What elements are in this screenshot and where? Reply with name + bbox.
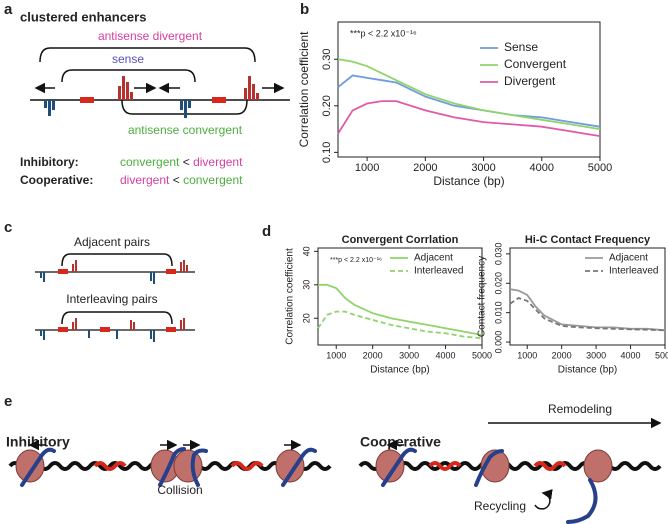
panel-label: e: [4, 393, 12, 410]
data-line: [509, 288, 666, 332]
x-tick-label: 4000: [530, 162, 554, 174]
x-tick-label: 1000: [517, 350, 537, 360]
annotation: ***p < 2.2 x10⁻¹⁶: [330, 257, 382, 264]
term: divergent: [120, 173, 170, 187]
legend-label: Adjacent: [414, 253, 453, 264]
panel-label: d: [262, 223, 271, 240]
x-tick-label: 2000: [363, 350, 383, 360]
panel-label: b: [300, 1, 309, 18]
x-tick-label: 2000: [413, 162, 437, 174]
annotation: ***p < 2.2 x10⁻¹⁶: [350, 28, 417, 38]
y-tick-label: 0.010: [493, 301, 503, 324]
x-tick-label: 1000: [326, 350, 346, 360]
y-tick-label: 0.030: [493, 243, 503, 266]
bracket-label: antisense divergent: [98, 29, 203, 43]
x-axis-title: Distance (bp): [558, 365, 617, 376]
scheme-title: Inhibitory: [6, 434, 70, 450]
data-line: [317, 310, 483, 340]
y-tick-label: 0.020: [493, 272, 503, 295]
y-tick-label: 0.10: [321, 142, 333, 163]
row-relation: divergent < convergent: [120, 173, 243, 187]
x-tick-label: 5000: [655, 350, 668, 360]
diagram-e: Inhibitory Cooperative Collision Remodel…: [6, 402, 662, 524]
legend-label: Interleaved: [414, 266, 463, 277]
x-tick-label: 3000: [586, 350, 606, 360]
legend-label: Divergent: [504, 74, 556, 88]
pair-label: Interleaving pairs: [66, 292, 157, 306]
y-tick-label: 20: [301, 313, 311, 323]
x-tick-label: 5000: [472, 350, 492, 360]
y-tick-label: 0.30: [321, 49, 333, 70]
data-line: [337, 58, 601, 130]
panel-label: c: [4, 219, 12, 236]
plot-frame: [317, 247, 483, 346]
y-tick-label: 0.20: [321, 95, 333, 116]
plot-frame: [337, 21, 601, 158]
data-line: [318, 283, 483, 336]
y-axis-title: Correlation coefficient: [285, 248, 296, 345]
data-line: [337, 74, 601, 128]
legend-label: Interleaved: [609, 266, 658, 277]
x-tick-label: 2000: [552, 350, 572, 360]
x-tick-label: 1000: [355, 162, 379, 174]
legend-label: Adjacent: [609, 253, 648, 264]
term: convergent: [120, 155, 180, 169]
x-tick-label: 3000: [399, 350, 419, 360]
y-tick-label: 30: [301, 280, 311, 290]
x-axis-title: Distance (bp): [433, 174, 504, 188]
x-tick-label: 4000: [621, 350, 641, 360]
chart-title: Convergent Corrlation: [342, 234, 459, 246]
data-line: [509, 297, 666, 332]
row-name: Inhibitory:: [20, 155, 79, 169]
scheme-label: Collision: [157, 483, 202, 497]
chart-title: Hi-C Contact Frequency: [525, 234, 651, 246]
scheme-label: Remodeling: [548, 402, 612, 416]
diagram-c: Adjacent pairs Interleaving pairs: [35, 235, 195, 342]
x-tick-label: 4000: [436, 350, 456, 360]
row-name: Cooperative:: [20, 173, 93, 187]
x-axis-title: Distance (bp): [370, 365, 429, 376]
y-tick-label: 40: [301, 246, 311, 256]
plot-frame: [509, 247, 666, 346]
diagram-title: clustered enhancers: [20, 9, 146, 24]
scheme-label: Recycling: [474, 499, 526, 513]
pair-label: Adjacent pairs: [74, 235, 150, 249]
term: convergent: [183, 173, 243, 187]
y-axis-title: Correlation coefficient: [297, 31, 311, 148]
x-tick-label: 3000: [471, 162, 495, 174]
operator: <: [183, 155, 190, 169]
term: divergent: [193, 155, 243, 169]
y-axis-title: Contact frequency: [477, 256, 488, 337]
legend-label: Sense: [504, 40, 538, 54]
data-line: [337, 100, 601, 137]
diagram-a: clustered enhancers antisense divergent …: [20, 9, 290, 187]
operator: <: [173, 173, 180, 187]
legend-label: Convergent: [504, 57, 567, 71]
x-tick-label: 5000: [588, 162, 612, 174]
y-tick-label: 0.000: [493, 331, 503, 354]
row-relation: convergent < divergent: [120, 155, 243, 169]
bracket-label: antisense convergent: [128, 123, 243, 137]
scheme-title: Cooperative: [360, 434, 441, 450]
bracket-label: sense: [112, 52, 144, 66]
panel-label: a: [4, 1, 13, 18]
